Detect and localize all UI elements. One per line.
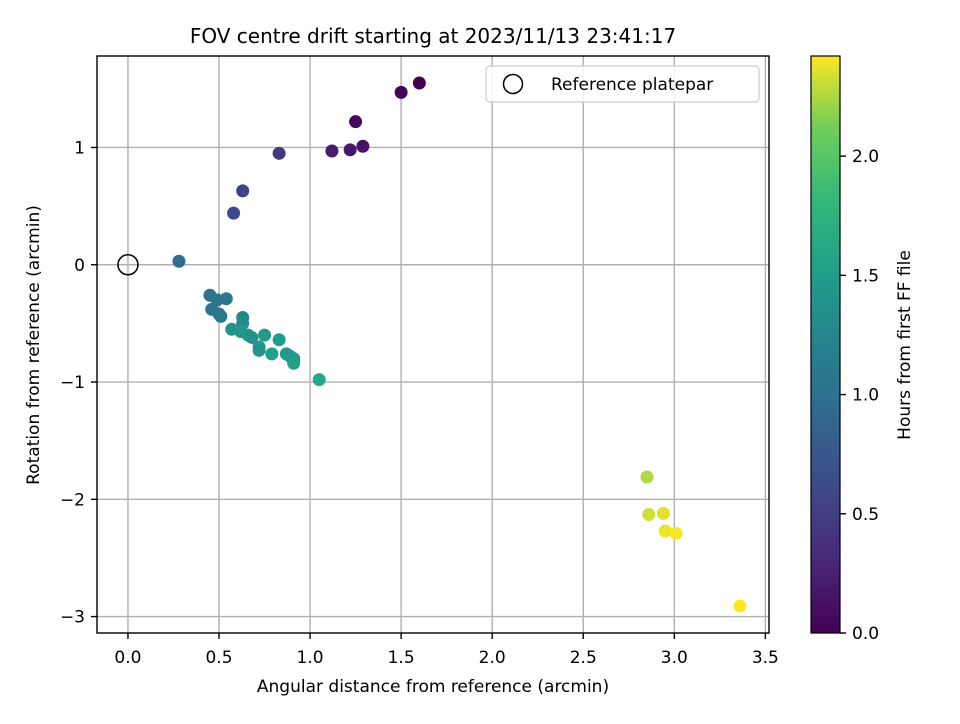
colorbar-ticks: 0.0 0.5 1.0 1.5 2.0 — [840, 147, 879, 644]
data-point — [272, 333, 286, 347]
legend-box — [485, 65, 760, 103]
data-point — [236, 184, 250, 198]
x-tick-label: 1.0 — [297, 648, 324, 668]
data-point — [343, 143, 357, 157]
colorbar-label: Hours from first FF file — [895, 250, 915, 440]
x-tick-label: 2.0 — [479, 648, 506, 668]
data-point — [349, 115, 363, 129]
data-point — [733, 599, 747, 613]
data-point — [640, 470, 654, 484]
y-tick-label: −1 — [60, 373, 85, 393]
colorbar-tick-label: 0.5 — [852, 505, 879, 525]
y-axis-label: Rotation from reference (arcmin) — [24, 205, 44, 485]
data-point — [245, 330, 259, 344]
data-point — [412, 76, 426, 90]
data-point — [227, 206, 241, 220]
colorbar-tick-label: 2.0 — [852, 147, 879, 167]
colorbar-tick-label: 1.0 — [852, 386, 879, 406]
x-ticks: 0.0 0.5 1.0 1.5 2.0 2.5 3.0 3.5 — [114, 633, 779, 668]
y-tick-label: −3 — [60, 608, 85, 628]
y-tick-label: 1 — [74, 138, 85, 158]
plot-frame — [96, 55, 770, 634]
data-point — [656, 506, 670, 520]
data-point — [265, 347, 279, 361]
reference-layer — [117, 254, 139, 276]
data-point — [356, 139, 370, 153]
data-point — [642, 508, 656, 522]
y-ticks: −3 −2 −1 0 1 — [60, 138, 97, 628]
legend-label-reference: Reference platepar — [551, 75, 713, 95]
grid-layer — [97, 56, 769, 633]
x-tick-label: 3.5 — [752, 648, 779, 668]
data-point — [214, 309, 228, 323]
reference-platepar-marker — [117, 254, 139, 276]
data-point — [252, 343, 266, 357]
x-tick-label: 0.0 — [114, 648, 141, 668]
data-point — [325, 144, 339, 158]
data-point — [172, 254, 186, 268]
data-point — [219, 292, 233, 306]
data-point — [658, 524, 672, 538]
points-layer — [172, 76, 747, 613]
colorbar-tick-label: 0.0 — [852, 624, 879, 644]
legend-marker-reference — [502, 73, 524, 95]
y-tick-label: −2 — [60, 490, 85, 510]
x-tick-label: 0.5 — [205, 648, 232, 668]
x-tick-label: 2.5 — [570, 648, 597, 668]
chart-title: FOV centre drift starting at 2023/11/13 … — [190, 24, 676, 48]
data-point — [669, 526, 683, 540]
data-point — [394, 85, 408, 99]
data-point — [258, 328, 272, 342]
x-axis-label: Angular distance from reference (arcmin) — [257, 677, 609, 697]
y-tick-label: 0 — [74, 256, 85, 276]
data-point — [272, 146, 286, 160]
colorbar-tick-label: 1.5 — [852, 266, 879, 286]
legend: Reference platepar — [485, 65, 760, 103]
data-point — [312, 373, 326, 387]
x-tick-label: 3.0 — [661, 648, 688, 668]
x-tick-label: 1.5 — [388, 648, 415, 668]
colorbar — [810, 55, 841, 634]
data-point — [287, 356, 301, 370]
